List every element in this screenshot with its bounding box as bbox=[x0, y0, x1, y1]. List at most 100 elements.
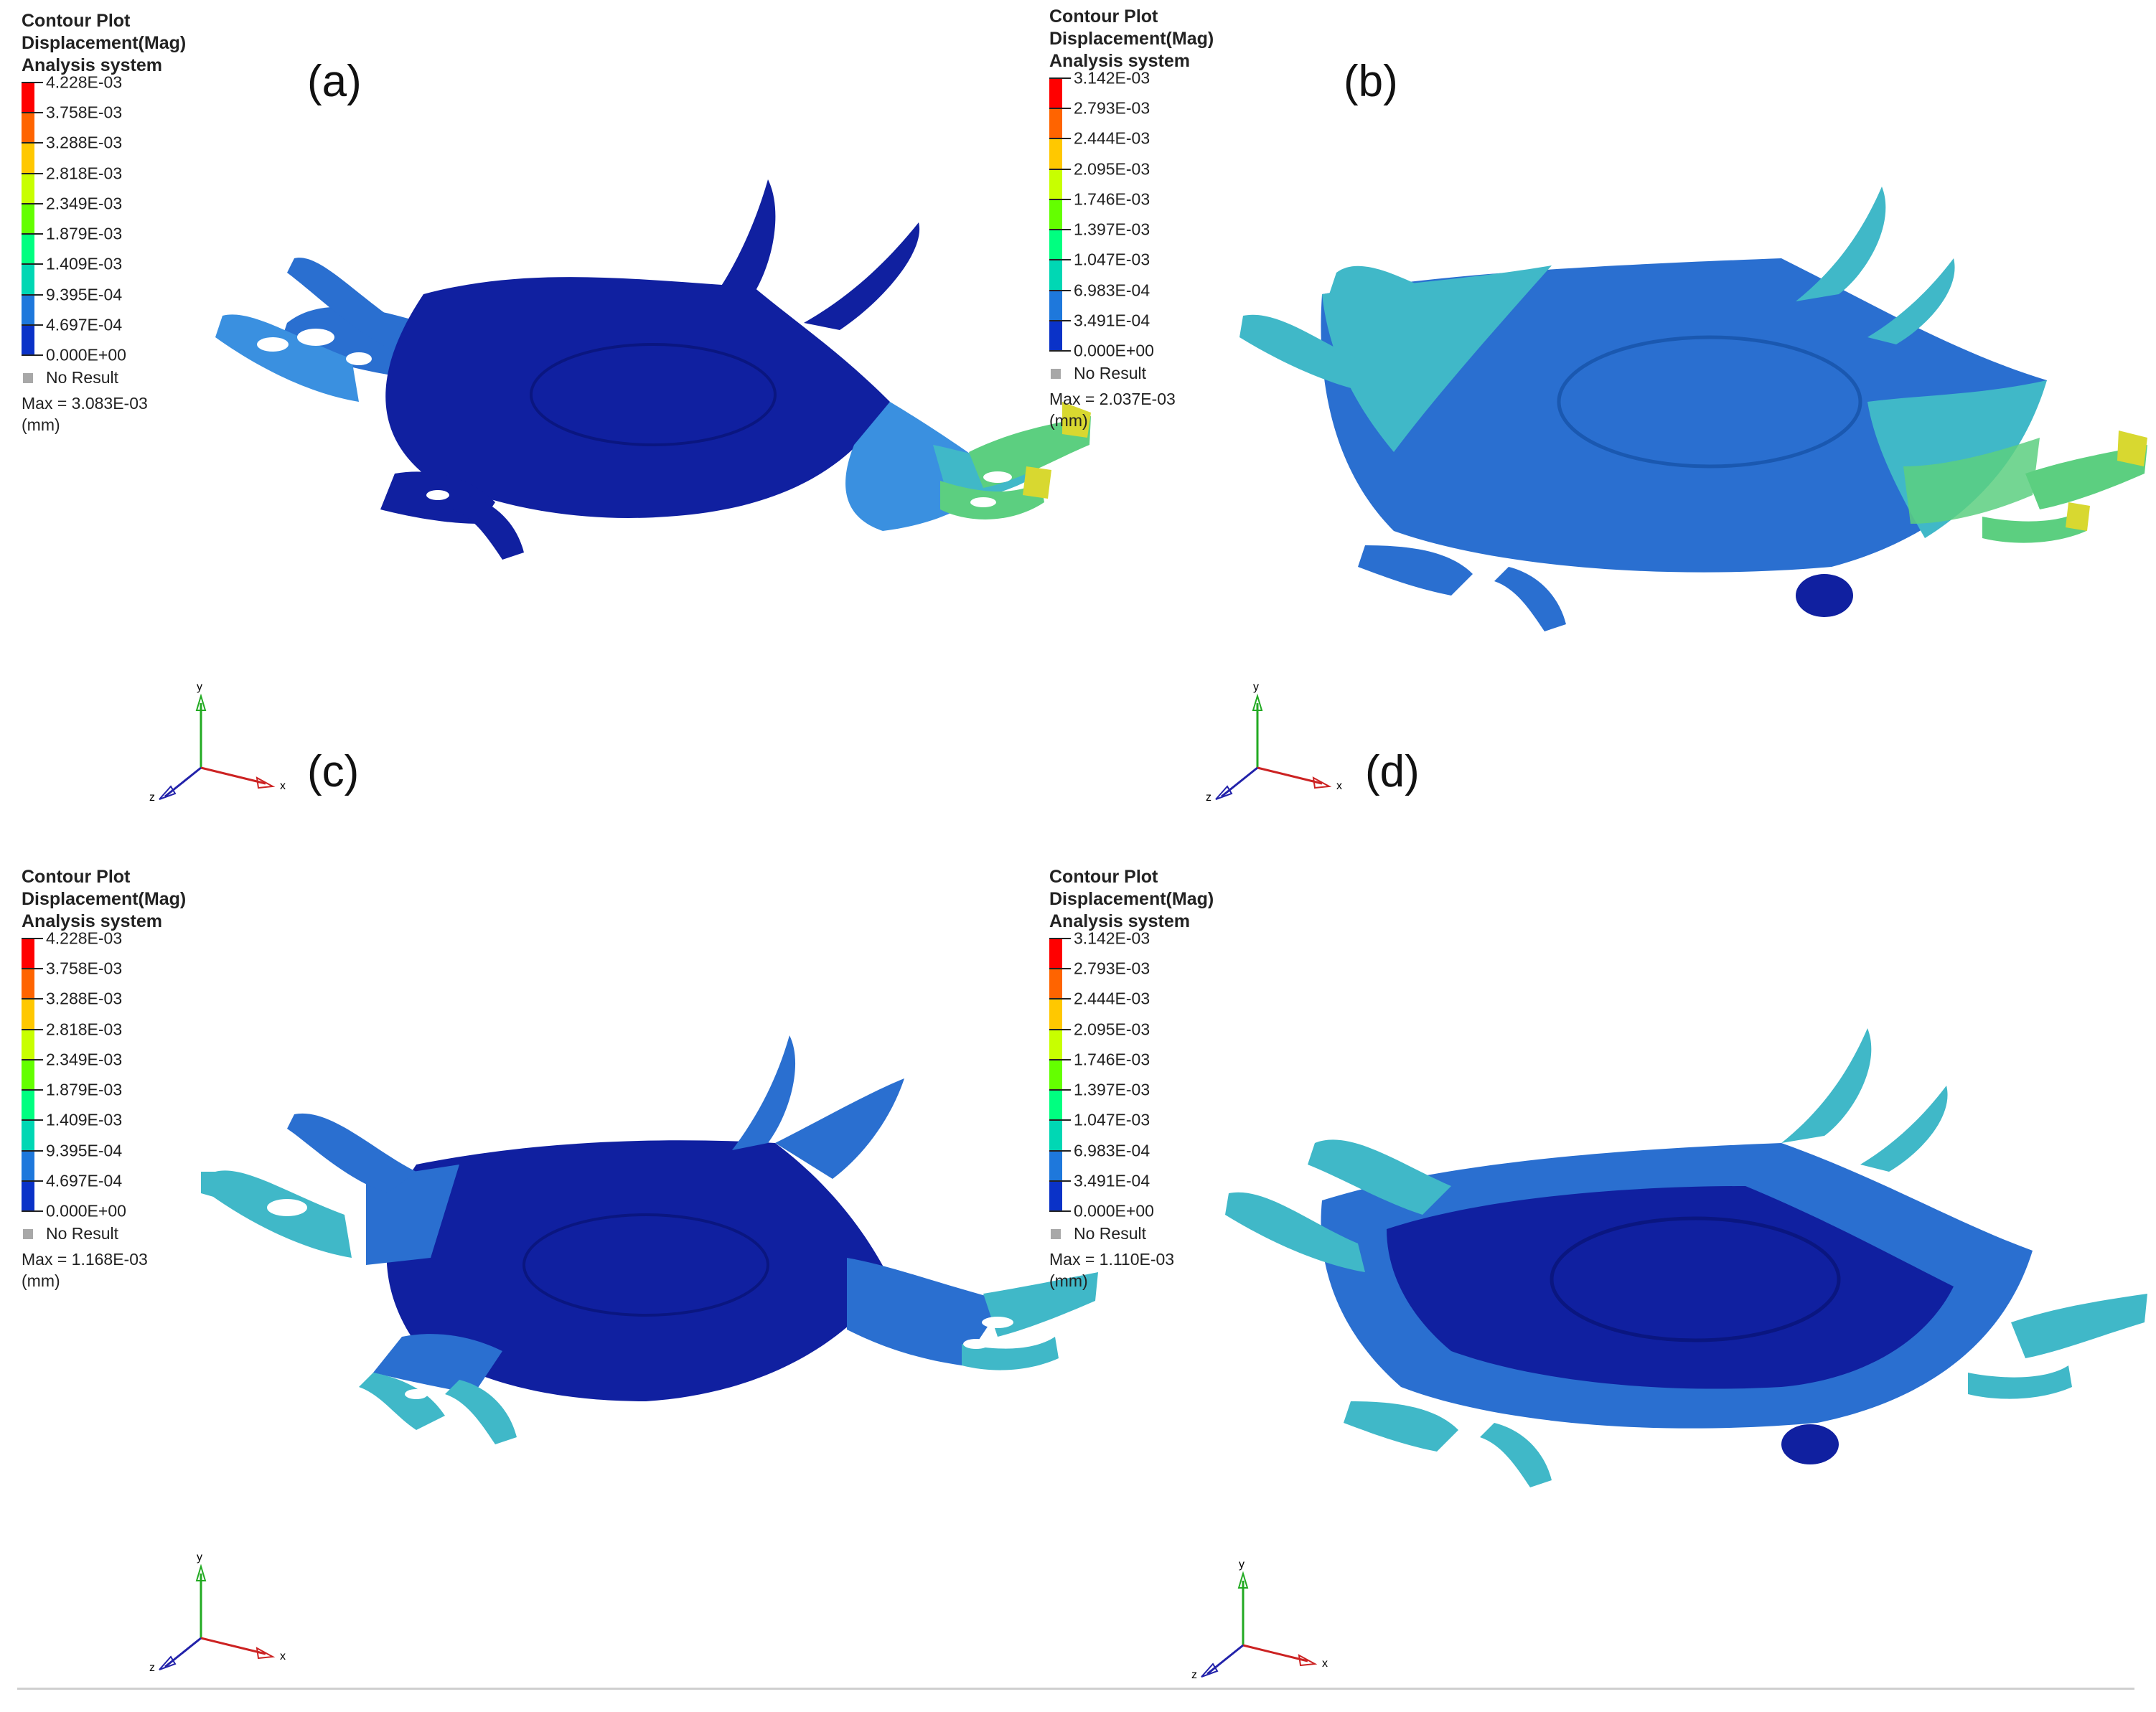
legend-tick-label: 1.047E-03 bbox=[1074, 250, 1150, 269]
panel-d: Contour Plot Displacement(Mag) Analysis … bbox=[1049, 856, 2156, 1712]
legend-title-line: Displacement(Mag) bbox=[1049, 889, 1214, 909]
legend-tick bbox=[1049, 289, 1071, 291]
axis-z-label: z bbox=[1191, 1669, 1197, 1681]
legend-tick-label: 1.409E-03 bbox=[46, 1110, 123, 1129]
legend-title-line: Displacement(Mag) bbox=[22, 33, 187, 53]
legend-title-line: Analysis system bbox=[22, 911, 162, 931]
color-band bbox=[22, 324, 34, 355]
panel-c: Contour Plot Displacement(Mag) Analysis … bbox=[0, 856, 1098, 1712]
panel-b: Contour Plot Displacement(Mag) Analysis … bbox=[1049, 0, 2156, 856]
legend-tick bbox=[22, 968, 43, 970]
legend-tick-label: 2.444E-03 bbox=[1074, 128, 1150, 148]
color-band bbox=[1049, 290, 1062, 321]
legend-tick-label: 6.983E-04 bbox=[1074, 281, 1150, 300]
fe-model-d bbox=[1225, 1028, 2147, 1487]
legend-tick bbox=[1049, 968, 1071, 970]
legend-tick-label: 0.000E+00 bbox=[1074, 1201, 1154, 1220]
color-band bbox=[22, 1059, 34, 1091]
max-value-label: Max = 3.083E-03 bbox=[22, 394, 148, 413]
legend-tick-label: 2.349E-03 bbox=[46, 1050, 123, 1069]
legend-tick-label: 4.697E-04 bbox=[46, 1171, 123, 1190]
legend-tick bbox=[22, 142, 43, 144]
color-band bbox=[1049, 169, 1062, 199]
no-result-swatch bbox=[1051, 1229, 1061, 1239]
legend-tick bbox=[1049, 1028, 1071, 1030]
axis-x-label: x bbox=[1322, 1657, 1328, 1670]
color-band bbox=[1049, 230, 1062, 260]
legend-title-line: Displacement(Mag) bbox=[22, 889, 187, 909]
legend-tick bbox=[1049, 198, 1071, 200]
fe-model-b bbox=[1239, 187, 2147, 631]
color-band bbox=[22, 1180, 34, 1211]
legend-tick bbox=[22, 998, 43, 1000]
legend-tick-label: 1.746E-03 bbox=[1074, 189, 1150, 209]
legend-tick-label: 4.228E-03 bbox=[46, 928, 123, 948]
legend-tick bbox=[1049, 1149, 1071, 1152]
legend-tick bbox=[1049, 229, 1071, 231]
axis-triad: y x z bbox=[1206, 681, 1342, 804]
legend-tick-label: 4.228E-03 bbox=[46, 72, 123, 92]
color-band bbox=[1049, 1090, 1062, 1121]
color-scale: 4.228E-03 3.758E-03 3.288E-03 2.818E-03 2.34… bbox=[22, 73, 423, 434]
color-band bbox=[22, 113, 34, 144]
color-band bbox=[1049, 939, 1062, 969]
fe-model-c bbox=[201, 1035, 1098, 1444]
color-scale: 3.142E-03 2.793E-03 2.444E-03 2.095E-03 1.74… bbox=[1049, 929, 1451, 1290]
color-band bbox=[1049, 138, 1062, 169]
legend-tick-label: 0.000E+00 bbox=[1074, 341, 1154, 360]
legend-tick-label: 2.349E-03 bbox=[46, 194, 123, 213]
contour-legend: Contour Plot Displacement(Mag) Analysis … bbox=[22, 10, 423, 434]
color-band bbox=[1049, 199, 1062, 230]
legend-tick bbox=[22, 1180, 43, 1182]
legend-tick-label: 3.142E-03 bbox=[1074, 68, 1150, 88]
color-band bbox=[22, 999, 34, 1030]
legend-tick bbox=[22, 324, 43, 326]
legend-tick bbox=[1049, 350, 1071, 352]
legend-tick-label: 3.288E-03 bbox=[46, 989, 123, 1008]
legend-tick-label: 3.491E-04 bbox=[1074, 311, 1150, 330]
legend-tick-label: 1.397E-03 bbox=[1074, 220, 1150, 239]
panel-a: Contour Plot Displacement(Mag) Analysis … bbox=[0, 0, 1091, 856]
legend-tick bbox=[1049, 1058, 1071, 1060]
legend-tick-label: 4.697E-04 bbox=[46, 315, 123, 334]
axis-y-label: y bbox=[1239, 1558, 1245, 1571]
color-band bbox=[1049, 969, 1062, 1000]
color-band bbox=[22, 969, 34, 1000]
max-value-label: Max = 2.037E-03 bbox=[1049, 390, 1176, 408]
legend-tick-label: 3.758E-03 bbox=[46, 103, 123, 122]
axis-z-label: z bbox=[149, 791, 155, 804]
color-band bbox=[22, 294, 34, 325]
legend-tick-label: 3.491E-04 bbox=[1074, 1171, 1150, 1190]
color-scale: 3.142E-03 2.793E-03 2.444E-03 2.095E-03 1.74… bbox=[1049, 69, 1451, 430]
axis-x-label: x bbox=[1336, 780, 1342, 792]
color-band bbox=[1049, 78, 1062, 109]
color-bar bbox=[22, 939, 34, 1211]
legend-tick bbox=[1049, 168, 1071, 170]
axis-y-label: y bbox=[1253, 681, 1259, 693]
unit-label: (mm) bbox=[1049, 411, 1088, 430]
legend-tick bbox=[22, 938, 43, 939]
legend-tick-label: 2.818E-03 bbox=[46, 1020, 123, 1039]
legend-tick bbox=[22, 1028, 43, 1030]
legend-tick-label: 2.444E-03 bbox=[1074, 989, 1150, 1008]
max-value-label: Max = 1.110E-03 bbox=[1049, 1250, 1175, 1269]
color-scale: 4.228E-03 3.758E-03 3.288E-03 2.818E-03 2.34… bbox=[22, 929, 423, 1290]
bottom-divider bbox=[17, 1688, 2134, 1690]
color-band bbox=[22, 264, 34, 295]
legend-tick bbox=[22, 1119, 43, 1121]
legend-tick-label: 1.879E-03 bbox=[46, 1080, 123, 1099]
fe-model-a bbox=[215, 179, 1091, 560]
max-value-label: Max = 1.168E-03 bbox=[22, 1250, 148, 1269]
color-band bbox=[22, 1029, 34, 1060]
panel-label: (d) bbox=[1365, 747, 1420, 796]
no-result-label: No Result bbox=[1074, 1224, 1146, 1243]
axis-x-label: x bbox=[280, 1650, 286, 1662]
color-band bbox=[22, 1120, 34, 1151]
color-band bbox=[1049, 1180, 1062, 1211]
legend-tick bbox=[1049, 77, 1071, 79]
axis-z-label: z bbox=[149, 1662, 155, 1674]
color-band bbox=[1049, 999, 1062, 1030]
unit-label: (mm) bbox=[22, 1271, 60, 1290]
color-band bbox=[22, 83, 34, 113]
legend-tick-label: 2.793E-03 bbox=[1074, 959, 1150, 978]
